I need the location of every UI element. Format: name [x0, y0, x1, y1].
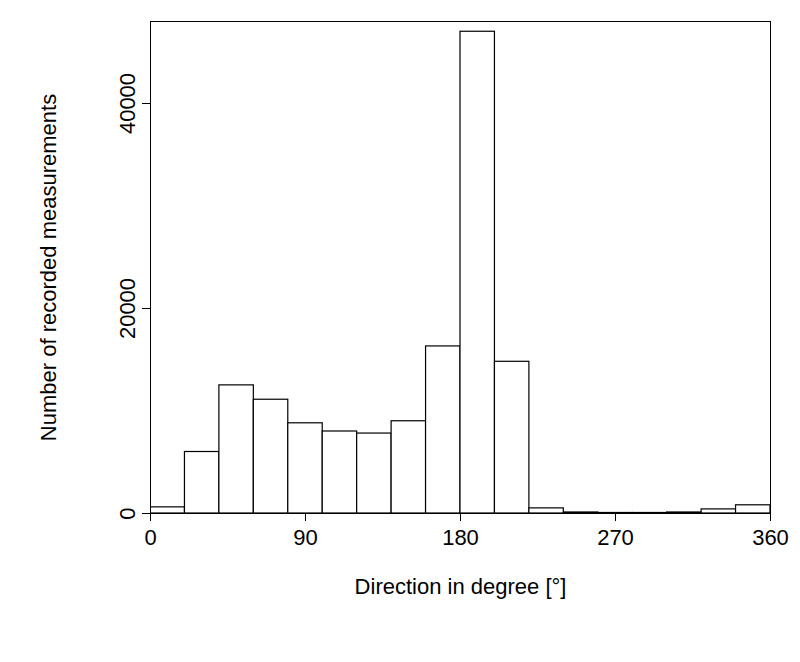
- svg-text:Direction in degree [°]: Direction in degree [°]: [355, 574, 567, 599]
- svg-text:0: 0: [115, 507, 140, 519]
- svg-text:Number of recorded measurement: Number of recorded measurements: [36, 94, 61, 441]
- svg-text:40000: 40000: [115, 73, 140, 134]
- svg-text:90: 90: [293, 525, 317, 550]
- svg-text:270: 270: [597, 525, 634, 550]
- svg-text:20000: 20000: [115, 278, 140, 339]
- svg-text:360: 360: [752, 525, 789, 550]
- svg-text:180: 180: [442, 525, 479, 550]
- svg-text:0: 0: [144, 525, 156, 550]
